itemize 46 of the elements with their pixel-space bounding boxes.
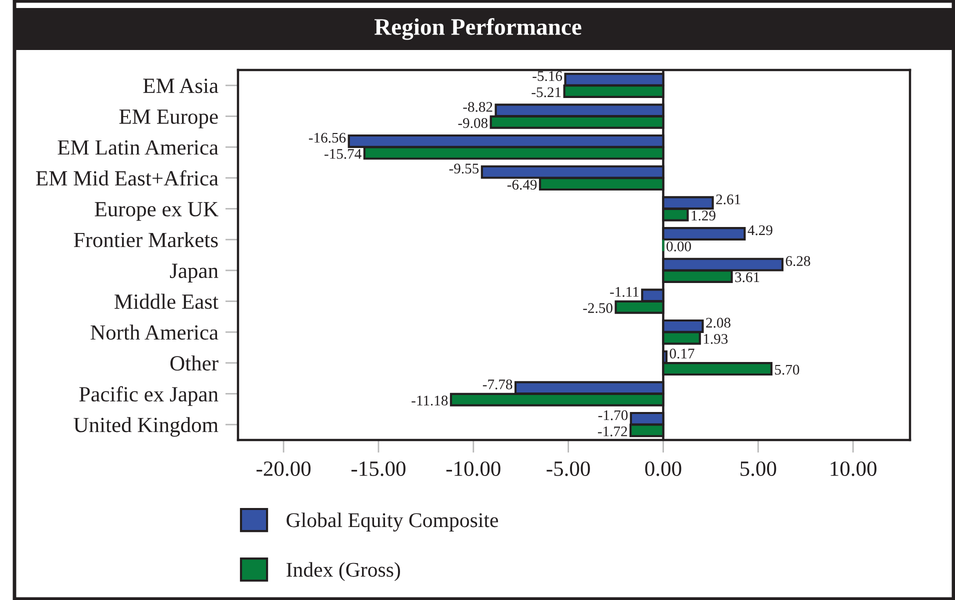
y-tick-label: EM Mid East+Africa [36,170,218,186]
x-tick-label: 10.00 [830,461,876,476]
data-label: 3.61 [735,272,760,282]
legend-label: Global Equity Composite [286,512,498,532]
data-label: -11.18 [412,396,448,406]
x-tick-label: -15.00 [351,461,406,476]
data-label: -9.08 [458,118,488,128]
data-label: -9.55 [449,164,479,174]
data-label: 6.28 [786,256,810,266]
data-label: -1.70 [598,410,628,420]
y-tick-label: Japan [170,264,218,282]
y-tick-label: Frontier Markets [74,232,218,248]
data-label: -16.56 [308,132,346,143]
data-label: -7.78 [482,379,512,390]
data-label: -1.72 [598,426,627,436]
data-label: 1.93 [704,334,728,344]
y-tick-label: EM Latin America [58,140,218,155]
y-tick-label: Europe ex UK [94,202,218,221]
x-tick-label: 5.00 [740,461,776,476]
data-label: -2.50 [583,303,612,314]
data-label: -15.74 [324,149,362,159]
data-label: 1.29 [692,210,716,221]
data-label: 0.17 [670,348,694,359]
data-label: -1.11 [610,287,638,297]
x-tick-label: -20.00 [256,461,311,476]
x-tick-label: -5.00 [546,461,590,476]
data-label: 2.08 [706,318,730,328]
legend-label: Index (Gross) [286,562,400,582]
y-tick-label: Other [170,355,218,371]
data-label: 4.29 [748,225,772,236]
y-tick-label: Middle East [114,294,218,309]
x-tick-label: 0.00 [645,461,682,476]
y-tick-label: Pacific ex Japan [79,386,218,406]
data-label: -6.49 [507,180,537,190]
data-label: -8.82 [463,102,492,112]
data-label: 2.61 [716,194,740,204]
data-label: 5.70 [775,364,800,375]
chart-title: Region Performance [374,18,582,40]
y-tick-label: EM Europe [119,110,218,128]
x-tick-label: -10.00 [446,461,500,476]
data-label: -5.16 [532,71,562,82]
data-label: 0.00 [666,241,691,252]
y-tick-label: EM Asia [143,78,218,94]
y-tick-label: United Kingdom [74,417,218,437]
data-label: -5.21 [532,87,561,98]
y-tick-label: North America [90,324,218,340]
